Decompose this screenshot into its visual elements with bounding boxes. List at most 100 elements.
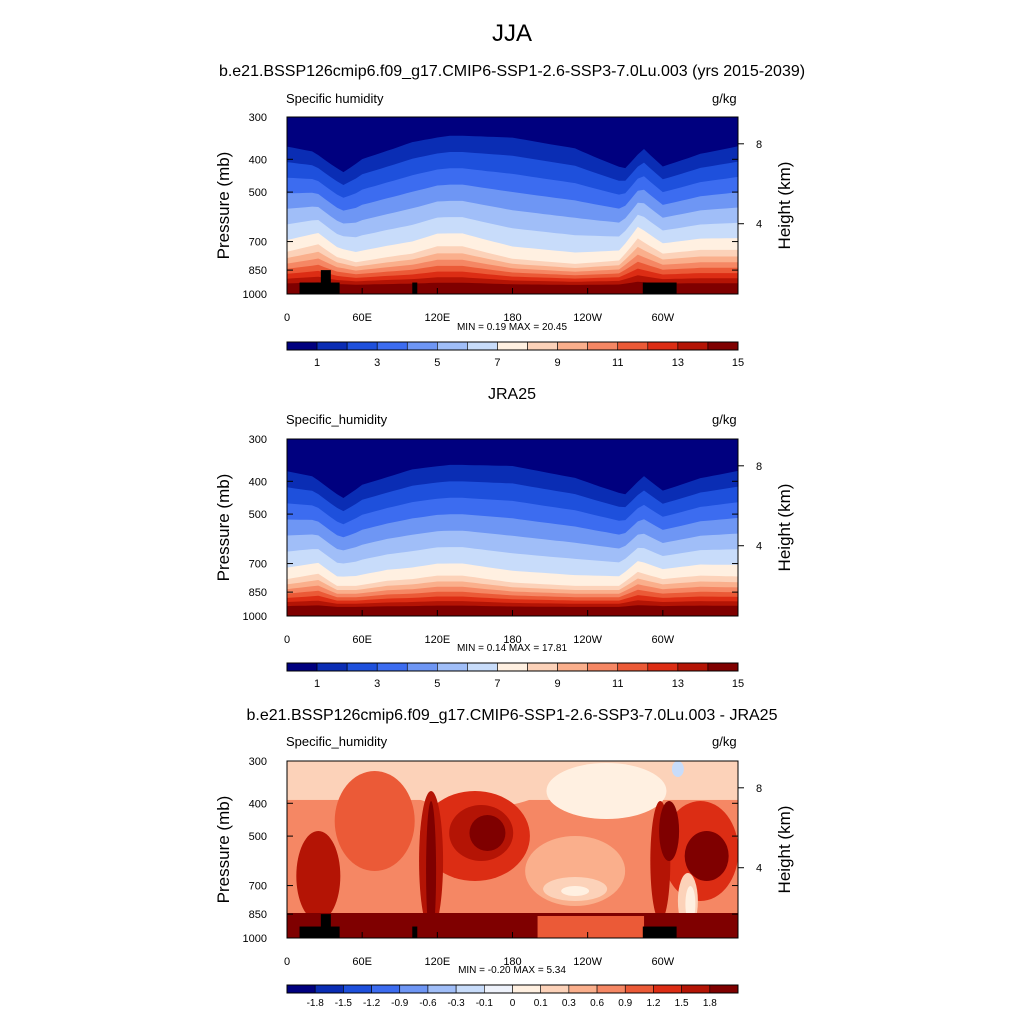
panel-3-colorbar-label: 1.8 [703, 998, 717, 1009]
panel-3-ytick-label: 500 [249, 831, 267, 843]
panel-3-colorbar-label: -0.1 [476, 998, 494, 1009]
panel-3-ytick-label: 300 [249, 756, 267, 768]
panel-1-ytick-label: 850 [249, 265, 267, 277]
panel-3-ylabel: Pressure (mb) [214, 796, 233, 904]
panel-3-colorbar-label: -1.8 [307, 998, 325, 1009]
panel-3-band [469, 815, 506, 851]
panel-2-ytick-label: 1000 [243, 611, 267, 623]
panel-2-ytick-label: 700 [249, 559, 267, 571]
panel-3-colorbar-label: -0.9 [391, 998, 409, 1009]
panel-3-colorbar-box [455, 984, 485, 994]
panel-3-colorbar-box [681, 984, 711, 994]
panel-3-colorbar-box [484, 984, 513, 994]
panel-1-ytick-label: 1000 [243, 289, 267, 301]
panel-3-colorbar-box [343, 984, 372, 994]
panel-3-colorbar-label: -1.5 [335, 998, 353, 1009]
panel-3-orography [642, 926, 677, 938]
panel-3-colorbar-label: 0.9 [618, 998, 632, 1009]
panel-1-colorbar-label: 1 [314, 357, 320, 369]
panel-2-xtick-label: 120E [424, 634, 450, 646]
panel-3-xtick-label: 120E [424, 956, 450, 968]
panel-3-band [671, 761, 684, 777]
panel-2-xtick-label: 0 [284, 634, 290, 646]
panel-3-colorbar-box [286, 984, 316, 994]
panel-1-xtick-label: 0 [284, 312, 290, 324]
panel-3-xtick-label: 60W [652, 956, 675, 968]
panel-3-ytick-label: 700 [249, 881, 267, 893]
panel-3-colorbar-box [709, 984, 739, 994]
panel-1-ylabel: Pressure (mb) [214, 152, 233, 260]
panel-3-band [659, 801, 680, 861]
panel-3-colorbar-label: 1.5 [675, 998, 689, 1009]
panel-3-band [561, 886, 590, 896]
panel-2-xtick-label: 60E [352, 634, 372, 646]
panel-3-colorbar-box [653, 984, 682, 994]
panel-3-xtick-label: 180 [503, 956, 521, 968]
panel-1-xtick-label: 180 [503, 312, 521, 324]
panel-1-colorbar-label: 5 [434, 357, 440, 369]
panel-3-ytick-label: 1000 [243, 933, 267, 945]
panel-2-ytick-label: 850 [249, 587, 267, 599]
panel-3-colorbar-label: 0.6 [590, 998, 604, 1009]
panel-3-xtick-label: 120W [573, 956, 602, 968]
panel-3-colorbar-label: -0.3 [448, 998, 466, 1009]
panel-2-ytick-label: 400 [249, 476, 267, 488]
panel-3-band [334, 771, 415, 871]
panel-1-ytick-label: 300 [249, 112, 267, 124]
panel-2-xtick-label: 60W [652, 634, 675, 646]
panel-3-band [426, 801, 437, 938]
panel-1-y2tick-label: 4 [756, 219, 762, 231]
panel-3-orography [412, 926, 418, 938]
panel-3-ytick-label: 400 [249, 798, 267, 810]
panel-2-y2label: Height (km) [775, 484, 794, 572]
panel-3-colorbar-label: -0.6 [419, 998, 437, 1009]
panel-1-band [287, 281, 738, 294]
panel-2-y2tick-label: 8 [756, 461, 762, 473]
panel-3-min-max: MIN = -0.20 MAX = 5.34 [458, 965, 566, 976]
panel-1-left-string: Specific humidity [286, 91, 384, 106]
panel-1-y2tick-label: 8 [756, 139, 762, 151]
panel-1-xtick-label: 60E [352, 312, 372, 324]
panel-3-units: g/kg [712, 734, 737, 749]
panel-2-colorbar-label: 1 [314, 678, 320, 690]
figure-title: JJA [491, 20, 532, 47]
panel-3-xtick-label: 60E [352, 956, 372, 968]
panel-3-colorbar-box [427, 984, 457, 994]
panel-3-colorbar-box [399, 984, 429, 994]
panel-3-band [296, 831, 341, 921]
panel-3-colorbar-label: 0.3 [562, 998, 576, 1009]
panel-3-colorbar-box [540, 984, 570, 994]
panel-1-colorbar-label: 7 [494, 357, 500, 369]
panel-3-orography [299, 926, 340, 938]
panel-1-xtick-label: 60W [652, 312, 675, 324]
panel-1-colorbar-label: 3 [374, 357, 380, 369]
panel-2-colorbar-label: 13 [672, 678, 684, 690]
panel-2-left-string: Specific_humidity [286, 412, 388, 427]
panel-1-colorbar-label: 13 [672, 357, 684, 369]
panel-1-orography [299, 282, 340, 294]
panel-3-orography [320, 914, 331, 938]
panel-2-field [287, 439, 738, 616]
panel-3-y2tick-label: 4 [756, 863, 762, 875]
panel-2-xtick-label: 120W [573, 634, 602, 646]
panel-1-colorbar-label: 11 [612, 357, 623, 369]
panel-2-min-max: MIN = 0.14 MAX = 17.81 [456, 643, 568, 654]
panel-3-colorbar-box [314, 984, 344, 994]
panel-3-xtick-label: 0 [284, 956, 290, 968]
panel-1-colorbar-frame [286, 341, 739, 351]
panel-1-y2label: Height (km) [775, 162, 794, 250]
panel-3-field [287, 761, 738, 938]
panel-2-colorbar-frame [286, 662, 739, 672]
panel-3-band [537, 916, 645, 938]
panel-3-left-string: Specific_humidity [286, 734, 388, 749]
panel-1-orography [642, 282, 677, 294]
panel-2-units: g/kg [712, 412, 737, 427]
panel-3-colorbar-label: 1.2 [646, 998, 660, 1009]
panel-1-ytick-label: 700 [249, 237, 267, 249]
panel-1-units: g/kg [712, 91, 737, 106]
panel-2-ytick-label: 500 [249, 509, 267, 521]
panel-2-y2tick-label: 4 [756, 541, 762, 553]
